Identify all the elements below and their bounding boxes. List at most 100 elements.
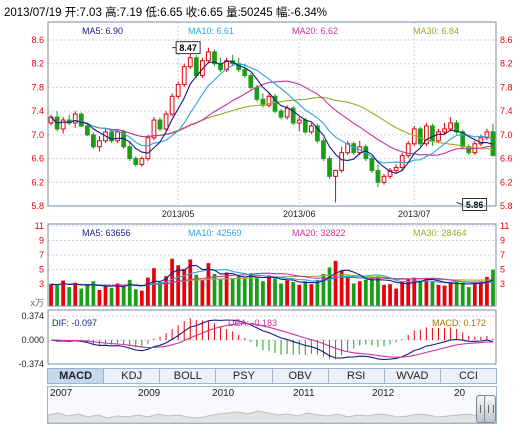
candle-body <box>91 134 96 148</box>
header-high-label: 高: <box>105 7 120 19</box>
volume-bar <box>103 286 108 306</box>
volume-bar <box>182 268 187 306</box>
macd-tick: -0.374 <box>18 359 44 369</box>
candle-body <box>212 51 217 65</box>
candle-body <box>296 119 302 124</box>
candle-body <box>60 119 66 130</box>
volume-frame <box>47 223 497 307</box>
candle-body <box>405 143 411 157</box>
candle-body <box>200 60 205 77</box>
volume-bar <box>158 282 162 306</box>
header-low-label: 低: <box>145 7 161 19</box>
header-high: 7.19 <box>119 7 143 19</box>
annotation-box <box>462 198 488 211</box>
candle-body <box>321 140 326 160</box>
candle-body <box>78 113 84 127</box>
volume-bar <box>273 278 277 306</box>
candle-body <box>315 125 320 142</box>
volume-ma-label: MA5: 63656 <box>82 228 131 238</box>
volume-bar <box>491 269 495 306</box>
volume-bar <box>442 285 447 306</box>
volume-bar <box>285 280 290 306</box>
tab-rsi[interactable]: RSI <box>329 369 385 383</box>
annotation-label: 8.47 <box>179 43 197 53</box>
candle-body <box>290 107 296 124</box>
volume-bar <box>230 278 235 306</box>
volume-bar <box>97 290 102 306</box>
volume-bar <box>121 285 126 306</box>
candle-body <box>448 122 453 130</box>
volume-bar <box>218 279 223 306</box>
volume-tick-left: 7 <box>39 250 44 260</box>
price-tick-left: 6.2 <box>31 177 44 187</box>
candle-body <box>442 128 447 133</box>
volume-tick-left: 11 <box>35 221 44 231</box>
volume-bar <box>200 279 205 306</box>
candle-body <box>466 146 472 154</box>
candle-body <box>206 51 211 62</box>
tab-kdj[interactable]: KDJ <box>104 369 161 383</box>
price-ma-label: MA30: 6.84 <box>413 26 459 36</box>
header-change: -6.34% <box>290 7 327 19</box>
candle-body <box>302 119 308 133</box>
volume-bar <box>267 275 271 306</box>
tab-macd[interactable]: MACD <box>48 369 105 383</box>
volume-bar <box>424 278 429 306</box>
volume-bar <box>436 284 441 306</box>
candle-body <box>115 131 120 142</box>
price-tick-left: 7.4 <box>31 106 44 116</box>
price-tick-right: 7.8 <box>500 82 513 92</box>
volume-bar <box>242 279 247 306</box>
nav-year-label: 20 <box>454 388 466 399</box>
x-axis-label: 2013/05 <box>162 209 195 219</box>
candle-body <box>478 137 484 145</box>
candle-body <box>308 125 314 133</box>
price-tick-right: 5.8 <box>500 201 513 211</box>
header-open-label: 开: <box>64 7 80 19</box>
candle-body <box>145 137 151 160</box>
candle-body <box>242 69 248 77</box>
candle-body <box>163 113 169 130</box>
volume-bar <box>303 281 308 306</box>
candle-body <box>97 140 102 148</box>
tab-wvad[interactable]: WVAD <box>385 369 441 383</box>
nav-right-handle[interactable] <box>484 395 496 423</box>
volume-bar <box>321 274 326 306</box>
volume-bar <box>91 281 96 306</box>
volume-bar <box>394 288 398 306</box>
volume-bar <box>388 284 392 306</box>
candle-body <box>72 113 78 124</box>
candle-body <box>417 128 423 145</box>
indicator-tabs: MACD KDJ BOLL PSY OBV RSI WVAD CCI <box>47 368 497 384</box>
tab-obv[interactable]: OBV <box>273 369 329 383</box>
price-ma-label: MA20: 6.62 <box>292 26 338 36</box>
candle-body <box>151 119 157 139</box>
candle-body <box>133 158 139 165</box>
volume-bar <box>236 276 241 306</box>
volume-bar <box>351 283 356 306</box>
volume-unit-label: x万 <box>30 298 44 308</box>
volume-bar <box>176 265 181 306</box>
volume-bar <box>315 279 320 306</box>
volume-bar <box>460 282 465 306</box>
price-tick-right: 6.6 <box>500 154 513 164</box>
volume-bar <box>448 283 453 306</box>
tab-psy[interactable]: PSY <box>216 369 273 383</box>
candle-body <box>175 83 181 97</box>
tab-boll[interactable]: BOLL <box>160 369 217 383</box>
macd-dif-line <box>50 319 494 361</box>
nav-year-label: 2010 <box>212 388 235 399</box>
candle-body <box>387 169 393 177</box>
macd-frame <box>47 309 497 365</box>
tab-cci[interactable]: CCI <box>458 370 478 382</box>
volume-bar <box>466 287 471 306</box>
candle-body <box>484 131 490 139</box>
annotation-pointer <box>456 202 463 205</box>
timeline-navigator[interactable]: 2007 2009 2010 2011 2012 20 <box>47 386 497 424</box>
volume-bar <box>261 281 265 306</box>
volume-bar <box>49 284 53 306</box>
nav-year-label: 2011 <box>293 388 315 399</box>
header-open: 7.03 <box>79 7 102 19</box>
price-ma-label: MA10: 6.61 <box>188 26 234 36</box>
candle-body <box>248 75 254 88</box>
